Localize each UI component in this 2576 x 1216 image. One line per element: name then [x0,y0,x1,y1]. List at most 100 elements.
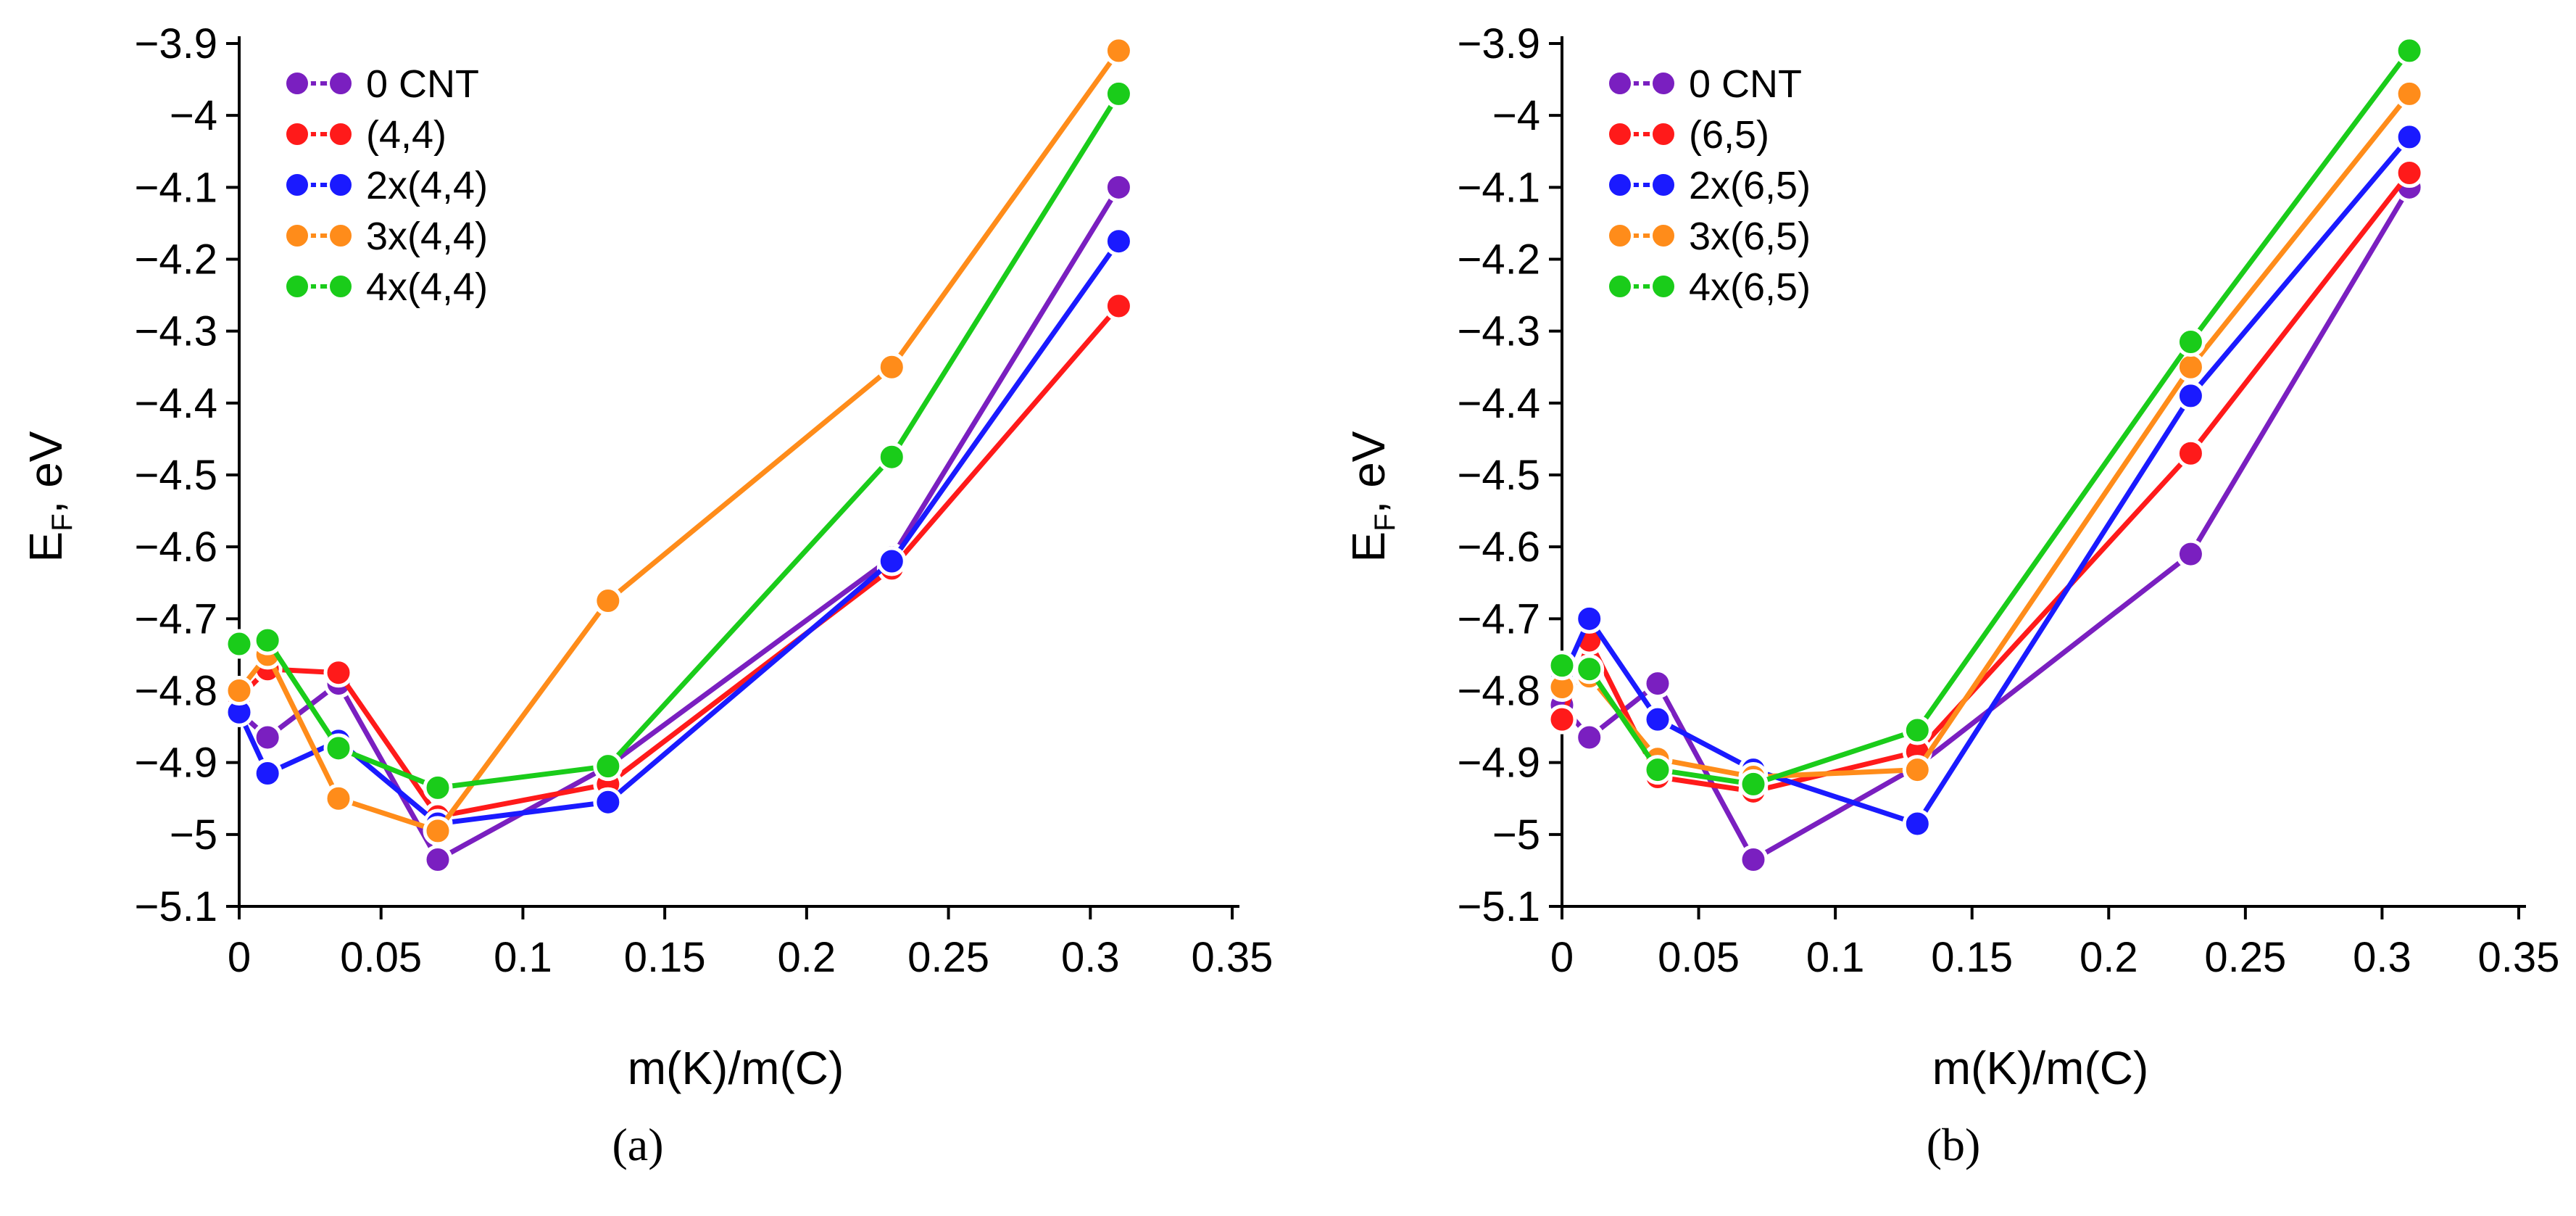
data-point [224,676,254,706]
x-tick-label: 0.35 [1192,934,1274,981]
y-tick-label: −5.1 [135,883,218,930]
legend-label: 4x(4,4) [366,265,488,309]
y-tick-label: −4.9 [1458,740,1541,787]
data-point [1103,226,1134,257]
data-point [1642,755,1673,785]
legend: 0 CNT (4,4) 2x(4,4) 3x(4,4) 4x(4,4) [283,62,488,309]
legend: 0 CNT (6,5) 2x(6,5) 3x(6,5) 4x(6,5) [1606,62,1811,309]
x-axis-title: m(K)/m(C) [628,1042,844,1094]
x-tick-label: 0.15 [1931,934,2013,981]
x-axis-title: m(K)/m(C) [1932,1042,2149,1094]
figure-caption: (b) [1927,1119,1981,1170]
legend-item: 4x(6,5) [1606,265,1811,309]
legend-label: 3x(4,4) [366,215,488,258]
x-tick-label: 0 [1550,934,1574,981]
y-axis-title-subscript: F [46,513,78,531]
legend-marker [327,70,354,97]
x-tick-label: 0.15 [624,934,706,981]
legend-item: 3x(4,4) [283,215,488,258]
x-tick-label: 0.1 [1806,934,1865,981]
legend-marker [283,222,311,249]
y-tick-label: −4.3 [135,308,218,355]
legend-label: 0 CNT [366,62,479,106]
data-point [2175,438,2206,468]
data-point [1902,755,1932,785]
data-point [593,751,623,782]
data-point [1574,722,1605,753]
data-point [224,629,254,659]
data-point [2394,36,2425,66]
x-tick-label: 0.25 [2204,934,2286,981]
y-axis-title-symbol: E [20,532,72,563]
legend-marker [327,120,354,148]
legend-item: 0 CNT [1606,62,1802,106]
series-4x(4,4) [224,78,1134,803]
legend-marker [283,273,311,300]
data-point [1103,172,1134,202]
data-point [1574,603,1605,634]
y-tick-label: −3.9 [135,20,218,67]
y-tick-label: −3.9 [1458,20,1541,67]
data-point [876,352,907,382]
data-point [1642,669,1673,699]
y-tick-label: −4.5 [1458,452,1541,499]
data-point [423,772,453,803]
y-tick-label: −4.6 [1458,524,1541,571]
legend-marker [1606,222,1634,249]
y-tick-label: −4.4 [135,380,218,427]
y-axis-title: EF, eV [1342,431,1401,562]
y-tick-label: −4.4 [1458,380,1541,427]
data-point [2394,158,2425,188]
data-point [593,787,623,817]
y-tick-label: −4 [1492,92,1540,139]
legend-marker [1650,171,1677,199]
x-tick-label: 0.3 [1061,934,1120,981]
data-point [1738,769,1769,799]
legend-label: 2x(6,5) [1689,164,1811,207]
legend-label: 2x(4,4) [366,164,488,207]
data-point [323,733,354,764]
data-point [1103,36,1134,66]
data-point [1547,650,1577,681]
y-axis-title-unit: , eV [20,431,72,513]
legend-marker [1606,70,1634,97]
legend-marker [1606,273,1634,300]
legend-item: 3x(6,5) [1606,215,1811,258]
data-point [2394,78,2425,109]
data-point [1902,808,1932,839]
legend-marker [1606,171,1634,199]
legend-label: (4,4) [366,113,446,157]
legend-marker [327,171,354,199]
data-point [2175,381,2206,411]
figure-caption: (a) [612,1119,663,1170]
y-tick-label: −4.6 [135,524,218,571]
x-tick-label: 0.05 [340,934,422,981]
data-point [1738,845,1769,875]
y-axis-title: EF, eV [20,431,78,562]
data-point [1103,291,1134,321]
legend-label: 0 CNT [1689,62,1802,106]
data-point [1574,654,1605,684]
y-tick-label: −4.7 [135,595,218,642]
x-tick-label: 0.1 [494,934,552,981]
x-tick-label: 0.2 [778,934,836,981]
y-axis-title-symbol: E [1342,532,1395,563]
legend-item: (4,4) [283,113,446,157]
x-tick-label: 0 [228,934,251,981]
legend-marker [1650,273,1677,300]
data-point [252,722,283,753]
legend-marker [1650,70,1677,97]
data-point [323,783,354,814]
data-point [423,845,453,875]
y-tick-label: −5 [1492,811,1540,859]
data-point [2175,539,2206,569]
x-tick-label: 0.05 [1658,934,1740,981]
legend-marker [327,273,354,300]
chart-a: −3.9 −4 −4.1 −4.2 −4.3 −4.4 −4.5 −4.6 −4.7 −4.8 −4… [20,20,1273,1170]
y-tick-label: −4.1 [1458,164,1541,211]
y-tick-label: −4.1 [135,164,218,211]
data-point [323,658,354,688]
data-point [1902,715,1932,745]
y-tick-label: −4.2 [1458,236,1541,284]
